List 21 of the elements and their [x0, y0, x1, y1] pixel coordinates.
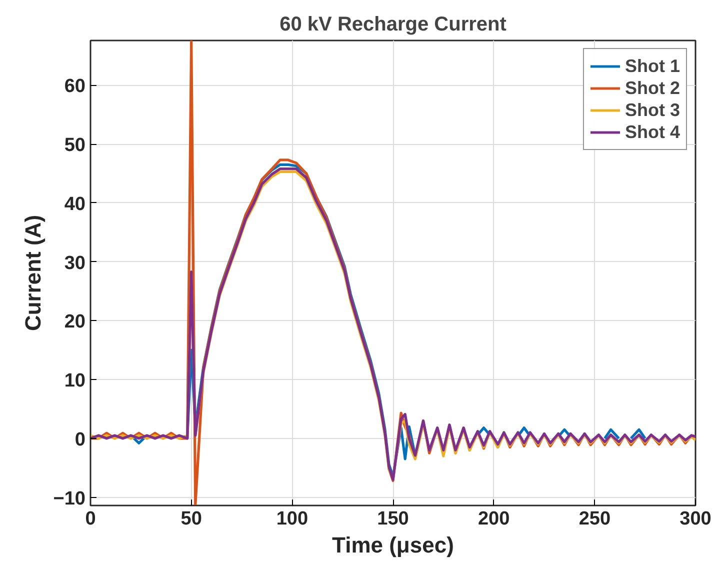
y-axis-title: Current (A)	[20, 214, 46, 332]
y-tick-label: 40	[64, 194, 86, 215]
y-tick-label: 60	[64, 76, 86, 98]
x-tick-label: 150	[377, 508, 409, 530]
y-tick-label: 30	[64, 252, 86, 274]
legend-label: Shot 4	[624, 121, 680, 143]
y-tick-label: 20	[64, 312, 86, 333]
chart-title: 60 kV Recharge Current	[280, 14, 507, 36]
y-tick-label: 10	[64, 370, 86, 392]
y-tick-label: 50	[64, 135, 86, 156]
x-tick-label: 250	[578, 508, 611, 530]
x-tick-label: 50	[180, 508, 202, 530]
legend-label: Shot 1	[624, 55, 680, 77]
legend-label: Shot 3	[624, 99, 680, 121]
x-tick-label: 100	[276, 508, 308, 530]
legend-label: Shot 2	[624, 77, 680, 99]
y-tick-label: −10	[53, 488, 86, 510]
x-axis-title: Time (μsec)	[332, 532, 454, 558]
x-tick-label: 300	[680, 508, 712, 530]
x-tick-label: 200	[478, 508, 510, 530]
y-tick-label: 0	[74, 429, 86, 450]
